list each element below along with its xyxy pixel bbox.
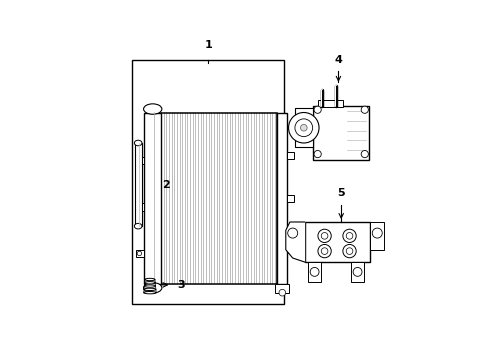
- Text: 4: 4: [335, 55, 343, 66]
- Circle shape: [137, 205, 142, 209]
- Ellipse shape: [145, 285, 155, 287]
- Ellipse shape: [144, 292, 156, 294]
- Circle shape: [288, 228, 298, 238]
- Circle shape: [318, 244, 331, 258]
- Circle shape: [137, 158, 142, 163]
- Circle shape: [300, 125, 307, 131]
- Circle shape: [353, 267, 362, 276]
- Circle shape: [314, 150, 321, 158]
- Bar: [370, 222, 384, 250]
- Circle shape: [321, 248, 328, 255]
- Bar: [314, 105, 369, 159]
- Bar: [295, 108, 314, 147]
- Bar: [135, 143, 142, 226]
- Bar: [287, 247, 294, 253]
- Ellipse shape: [144, 104, 162, 114]
- Circle shape: [361, 106, 368, 113]
- Circle shape: [314, 106, 321, 113]
- Bar: [161, 112, 277, 284]
- Bar: [277, 112, 287, 284]
- Ellipse shape: [134, 223, 142, 229]
- Bar: [318, 100, 343, 107]
- Ellipse shape: [144, 288, 156, 291]
- Bar: [136, 250, 145, 257]
- Circle shape: [289, 112, 319, 143]
- Circle shape: [343, 229, 356, 243]
- Circle shape: [372, 228, 382, 238]
- Bar: [351, 262, 364, 282]
- Text: 1: 1: [204, 40, 212, 50]
- Bar: [287, 152, 294, 159]
- Circle shape: [346, 233, 353, 239]
- Bar: [136, 157, 145, 164]
- Circle shape: [310, 267, 319, 276]
- Circle shape: [295, 119, 313, 136]
- Bar: [305, 222, 370, 262]
- Circle shape: [321, 233, 328, 239]
- Circle shape: [343, 244, 356, 258]
- Polygon shape: [286, 222, 305, 262]
- Circle shape: [346, 248, 353, 255]
- Bar: [161, 112, 277, 284]
- Bar: [287, 195, 294, 202]
- Bar: [308, 262, 321, 282]
- Circle shape: [137, 251, 142, 256]
- Ellipse shape: [145, 278, 155, 281]
- Bar: [145, 112, 161, 284]
- Bar: [132, 60, 284, 304]
- Bar: [136, 203, 145, 211]
- Ellipse shape: [144, 283, 162, 293]
- Ellipse shape: [134, 140, 142, 146]
- Bar: [275, 284, 290, 293]
- Text: 2: 2: [162, 180, 170, 190]
- Circle shape: [279, 289, 286, 296]
- Ellipse shape: [145, 282, 155, 284]
- Text: 5: 5: [338, 188, 345, 198]
- Circle shape: [318, 229, 331, 243]
- Circle shape: [361, 150, 368, 158]
- Text: 3: 3: [177, 280, 185, 290]
